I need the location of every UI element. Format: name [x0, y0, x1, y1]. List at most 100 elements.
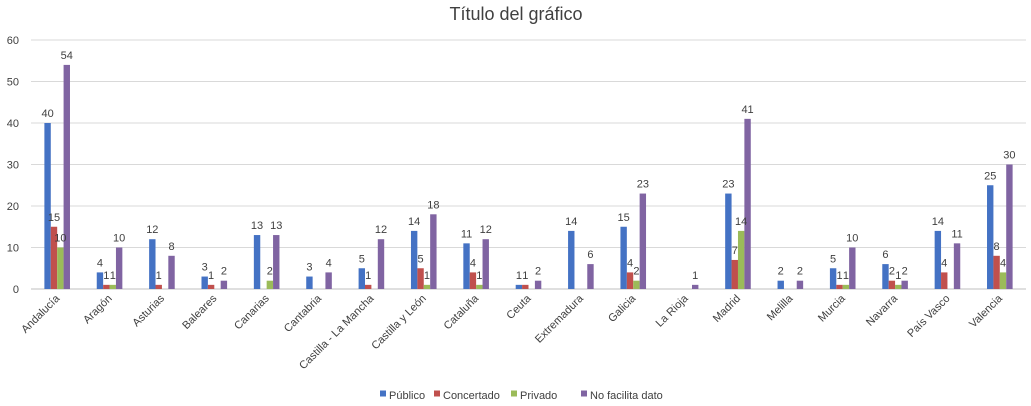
data-label: 10 [54, 233, 66, 245]
bar-no-facilita-dato [325, 272, 332, 289]
data-label: 11 [951, 228, 962, 240]
category-label: País Vasco [905, 293, 952, 340]
data-label: 14 [565, 216, 577, 228]
bar-público [253, 235, 261, 289]
bar-no-facilita-dato [168, 255, 175, 289]
category-labels: Andalucía Aragón Asturias Baleares Canarias C… [19, 292, 1005, 372]
bar-público [725, 193, 732, 289]
bar-concertado [888, 280, 896, 289]
data-label: 15 [618, 212, 630, 224]
category-label: Cataluña [442, 292, 482, 332]
data-label: 2 [778, 266, 784, 278]
data-label: 3 [202, 262, 208, 274]
data-label: 23 [637, 179, 649, 191]
y-tick-label: 10 [7, 243, 19, 255]
data-label: 40 [41, 108, 53, 120]
bar-concertado [364, 284, 372, 289]
bar-privado [423, 284, 431, 289]
data-label: 54 [61, 50, 73, 62]
bar-público [568, 230, 575, 289]
bar-concertado [155, 284, 162, 289]
bar-concertado [103, 284, 110, 289]
bar-privado [57, 247, 64, 289]
legend-swatch [511, 390, 517, 397]
bar-privado [737, 230, 745, 289]
bar-no-facilita-dato [692, 284, 699, 289]
bar-concertado [50, 226, 58, 289]
data-label: 15 [48, 212, 60, 224]
category-label: Aragón [81, 293, 115, 327]
data-label: 1 [476, 270, 482, 282]
data-label: 12 [480, 224, 492, 236]
bar-concertado [836, 284, 843, 289]
bar-público [201, 276, 208, 289]
data-label: 1 [895, 270, 901, 282]
bar-privado [895, 284, 902, 289]
category-label: Galicia [606, 292, 639, 325]
bar-público [882, 264, 889, 289]
y-axis-ticks: 0 10 20 30 40 50 60 [7, 35, 19, 296]
y-tick-label: 0 [13, 284, 19, 296]
bar-concertado [626, 272, 634, 289]
bar-privado [109, 284, 116, 289]
bar-privado [842, 284, 850, 289]
bar-no-facilita-dato [953, 243, 961, 289]
data-label: 2 [633, 266, 639, 278]
data-label: 12 [146, 224, 158, 236]
bar-no-facilita-dato [377, 239, 385, 289]
data-label: 4 [326, 257, 332, 269]
y-tick-label: 60 [7, 35, 19, 47]
legend: Público Concertado Privado No facilita dato [380, 390, 663, 402]
data-label: 5 [359, 253, 365, 265]
bar-público [306, 276, 313, 289]
data-label: 2 [902, 266, 908, 278]
data-label: 10 [846, 233, 858, 245]
bar-no-facilita-dato [482, 239, 489, 289]
y-tick-label: 20 [7, 201, 19, 213]
category-label: Canarias [232, 292, 272, 332]
data-label: 1 [156, 270, 162, 282]
data-label: 18 [427, 199, 439, 211]
legend-label: Público [389, 390, 425, 402]
data-label: 5 [830, 253, 836, 265]
y-tick-label: 40 [7, 118, 19, 130]
data-label: 6 [587, 249, 593, 261]
bar-no-facilita-dato [115, 247, 123, 289]
data-label: 1 [424, 270, 430, 282]
category-label: Asturias [130, 292, 167, 329]
gridlines [31, 39, 1026, 290]
data-label: 23 [722, 179, 734, 191]
category-label: Baleares [180, 292, 220, 332]
data-label: 25 [984, 170, 996, 182]
bar-público [620, 226, 627, 289]
legend-label: Privado [520, 390, 557, 402]
data-label: 8 [994, 241, 1000, 253]
data-label: 2 [267, 266, 273, 278]
data-label: 11 [461, 228, 472, 240]
data-label: 14 [735, 216, 747, 228]
bar-concertado [522, 284, 529, 289]
bars [44, 64, 1013, 290]
data-label: 1 [836, 270, 842, 282]
bar-público [777, 280, 784, 289]
bar-no-facilita-dato [220, 280, 228, 289]
data-label: 2 [535, 266, 541, 278]
data-label: 1 [208, 270, 214, 282]
bar-privado [633, 280, 640, 289]
data-label: 41 [741, 104, 753, 116]
bar-no-facilita-dato [273, 235, 280, 289]
category-label: Murcia [816, 292, 848, 324]
bar-público [515, 284, 523, 289]
bar-no-facilita-dato [1006, 164, 1013, 289]
bar-no-facilita-dato [796, 280, 804, 289]
data-label: 2 [221, 266, 227, 278]
data-label: 4 [1000, 257, 1006, 269]
bar-concertado [993, 255, 1000, 289]
category-label: Valencia [967, 292, 1005, 330]
bar-concertado [469, 272, 477, 289]
bar-público [463, 243, 470, 289]
bar-no-facilita-dato [744, 118, 751, 289]
data-label: 2 [797, 266, 803, 278]
legend-swatch [434, 390, 440, 397]
data-label: 4 [941, 257, 947, 269]
